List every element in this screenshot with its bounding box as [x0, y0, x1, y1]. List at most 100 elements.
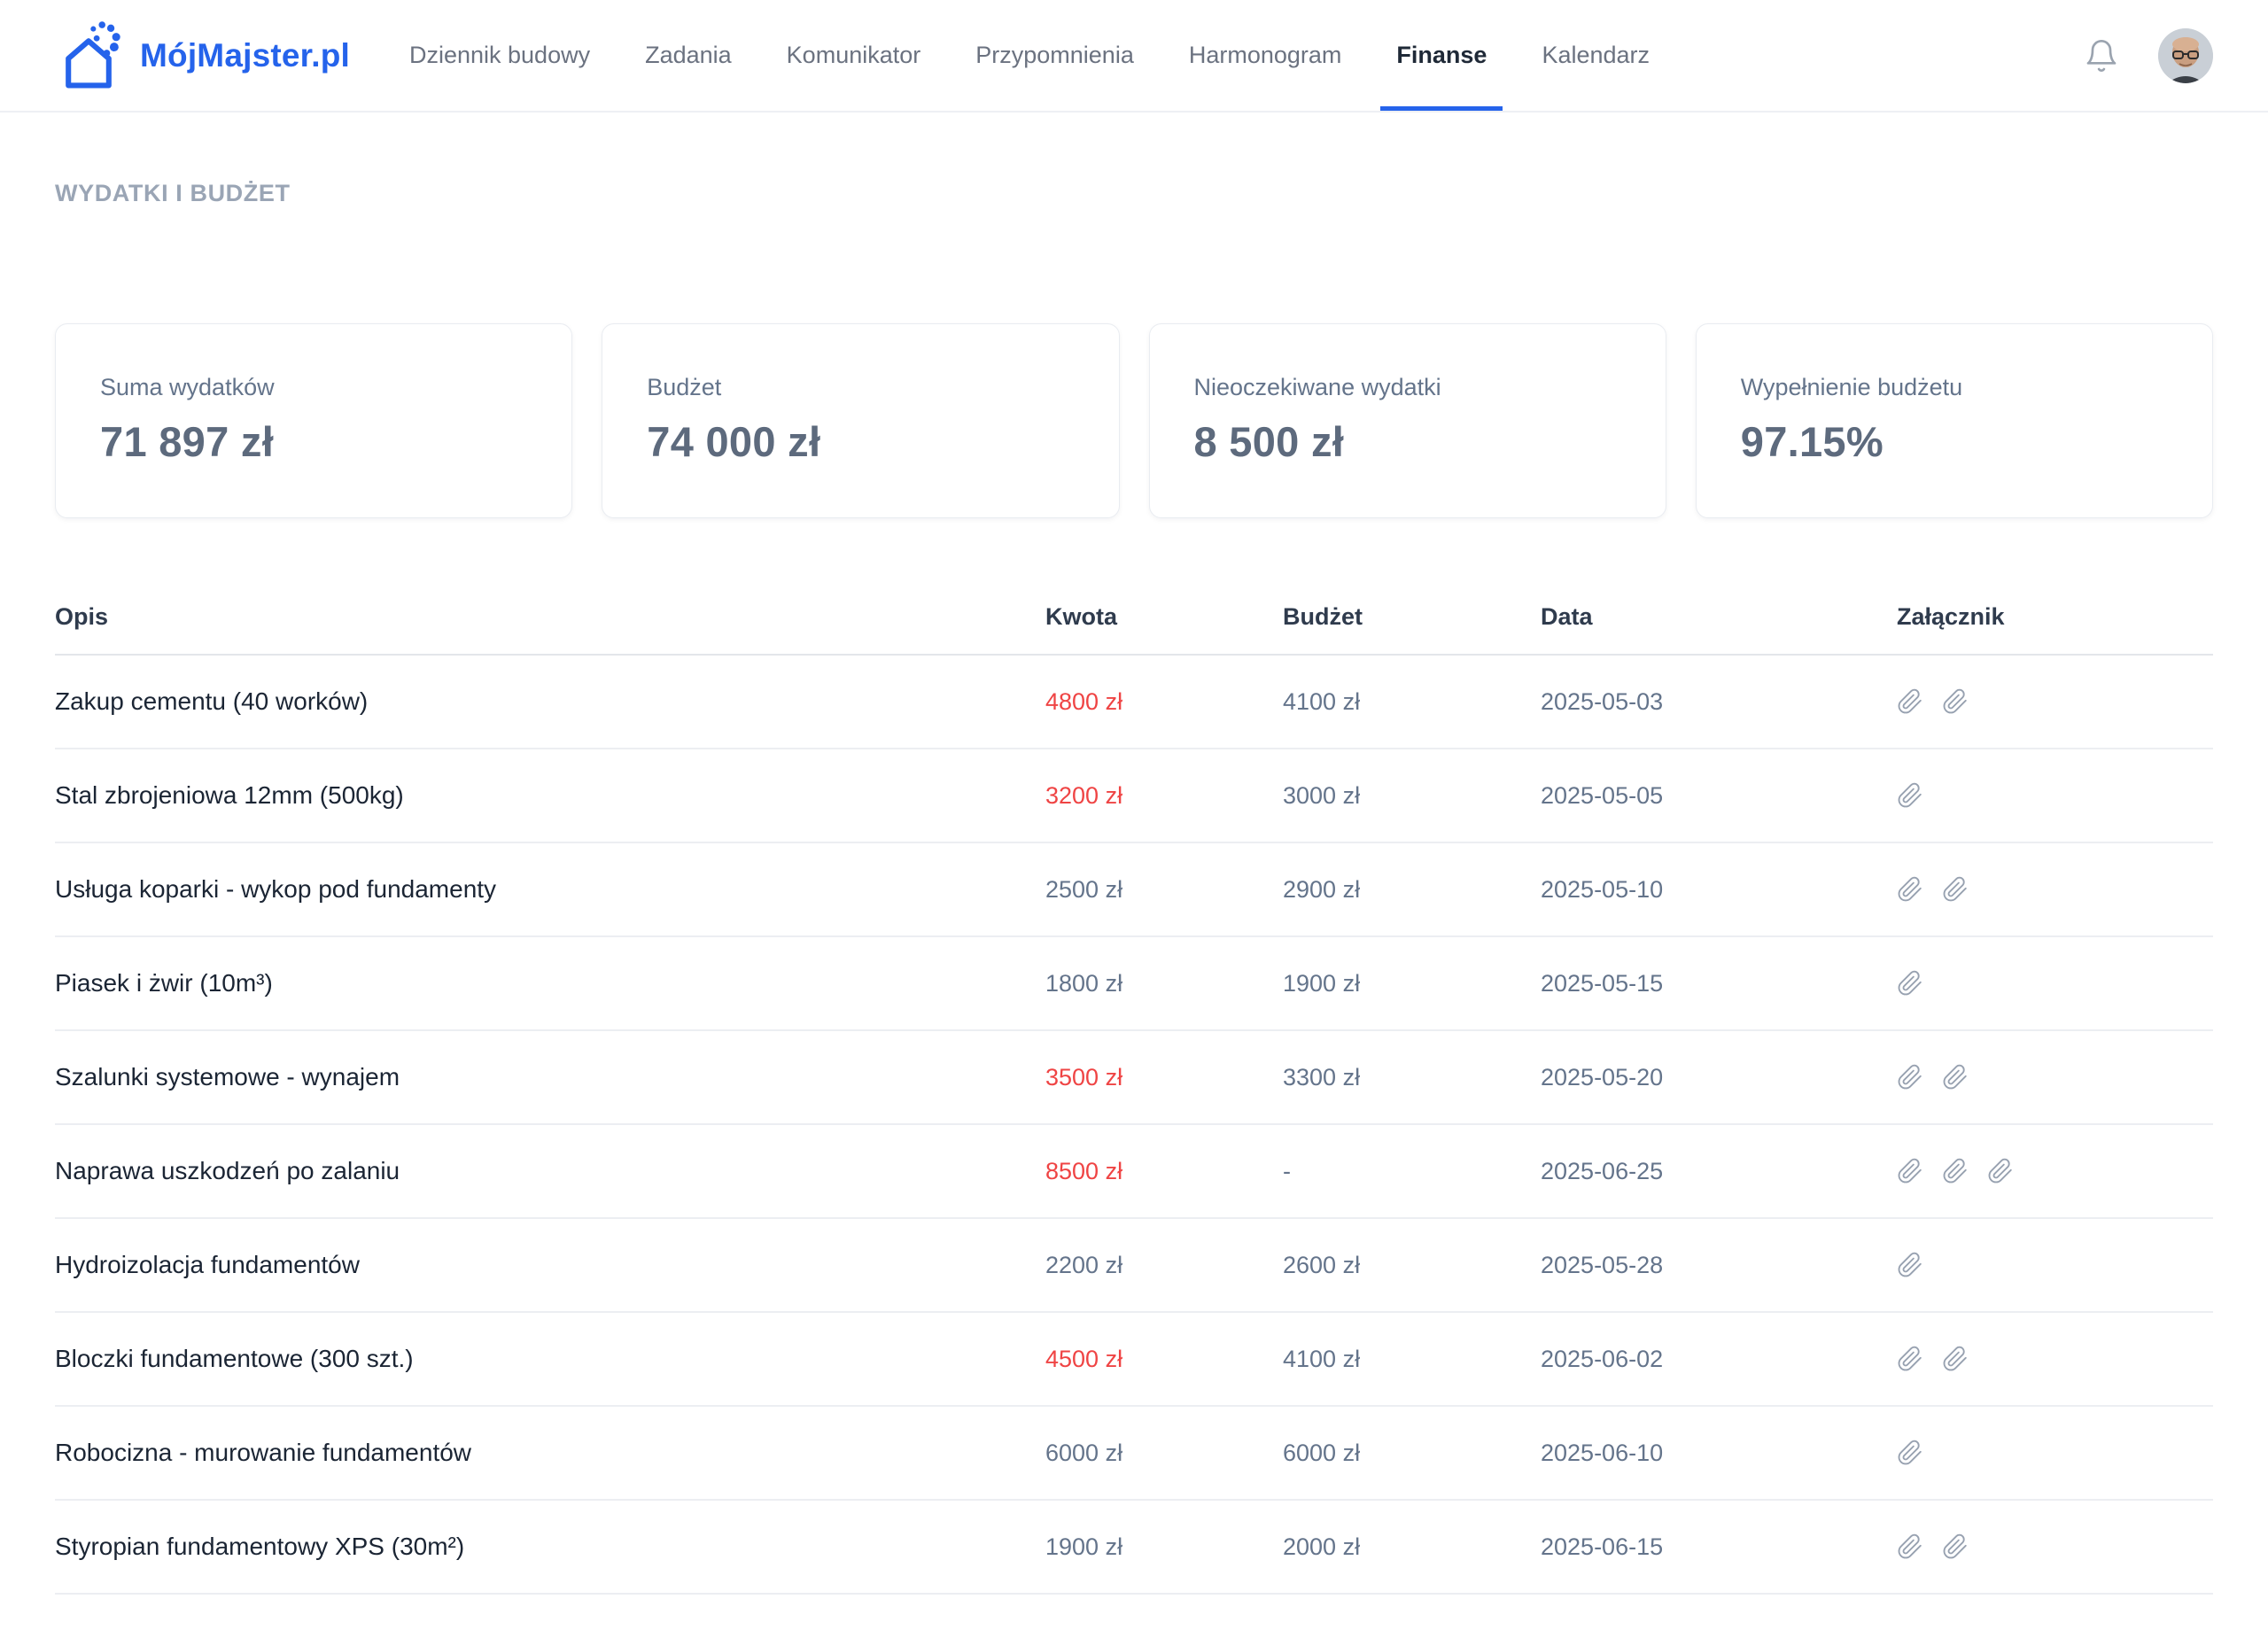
card-value: 97.15% — [1740, 418, 1884, 465]
table-body: Zakup cementu (40 worków) 4800 zł 4100 z… — [55, 656, 2213, 1595]
expense-description: Hydroizolacja fundamentów — [55, 1251, 360, 1278]
expense-description: Zakup cementu (40 worków) — [55, 687, 369, 715]
notification-bell-icon[interactable] — [2084, 37, 2119, 74]
table-header-row: Opis Kwota Budżet Data Załącznik — [55, 580, 2213, 656]
paperclip-icon[interactable] — [1897, 1533, 1923, 1560]
expense-budget: 4100 zł — [1283, 1345, 1361, 1372]
attachments-cell — [1897, 1440, 2213, 1466]
expense-amount: 6000 zł — [1045, 1439, 1123, 1466]
expense-description: Robocizna - murowanie fundamentów — [55, 1439, 472, 1466]
column-header-opis: Opis — [55, 603, 109, 630]
expense-amount: 3500 zł — [1045, 1063, 1123, 1091]
nav-item-dziennik-budowy[interactable]: Dziennik budowy — [408, 42, 591, 68]
paperclip-icon[interactable] — [1942, 1533, 1969, 1560]
paperclip-icon[interactable] — [1897, 1252, 1923, 1278]
card-value: 71 897 zł — [100, 418, 275, 465]
top-navigation-bar: MójMajster.pl Dziennik budowy Zadania Ko… — [0, 0, 2268, 113]
table-row: Stal zbrojeniowa 12mm (500kg) 3200 zł 30… — [55, 749, 2213, 843]
paperclip-icon[interactable] — [1897, 1346, 1923, 1372]
expense-description: Stal zbrojeniowa 12mm (500kg) — [55, 781, 404, 809]
expense-date: 2025-05-05 — [1541, 781, 1664, 809]
nav-item-komunikator[interactable]: Komunikator — [786, 42, 921, 68]
card-label: Nieoczekiwane wydatki — [1193, 374, 1441, 400]
expense-description: Naprawa uszkodzeń po zalaniu — [55, 1157, 400, 1184]
nav-item-finanse[interactable]: Finanse — [1380, 0, 1503, 111]
expense-budget: 2900 zł — [1283, 875, 1361, 903]
summary-card-nieoczekiwane-wydatki: Nieoczekiwane wydatki 8 500 zł — [1148, 323, 1666, 518]
expense-amount: 1900 zł — [1045, 1533, 1123, 1560]
paperclip-icon[interactable] — [1897, 876, 1923, 903]
attachments-cell — [1897, 1158, 2213, 1184]
expense-amount: 2200 zł — [1045, 1251, 1123, 1278]
attachments-cell — [1897, 1064, 2213, 1091]
paperclip-icon[interactable] — [1942, 876, 1969, 903]
card-label: Suma wydatków — [100, 374, 275, 400]
expense-amount: 3200 zł — [1045, 781, 1123, 809]
expense-description: Piasek i żwir (10m³) — [55, 969, 273, 997]
house-logo-icon — [55, 20, 122, 91]
attachments-cell — [1897, 970, 2213, 997]
expense-budget: 2600 zł — [1283, 1251, 1361, 1278]
expense-budget: 3000 zł — [1283, 781, 1361, 809]
paperclip-icon[interactable] — [1942, 1064, 1969, 1091]
expense-date: 2025-06-02 — [1541, 1345, 1664, 1372]
expense-date: 2025-06-10 — [1541, 1439, 1664, 1466]
table-row: Robocizna - murowanie fundamentów 6000 z… — [55, 1407, 2213, 1501]
nav-item-zadania[interactable]: Zadania — [645, 42, 732, 68]
card-label: Budżet — [647, 374, 722, 400]
expense-description: Styropian fundamentowy XPS (30m²) — [55, 1533, 465, 1560]
summary-card-suma-wydatkow: Suma wydatków 71 897 zł — [55, 323, 573, 518]
nav-item-harmonogram[interactable]: Harmonogram — [1188, 42, 1342, 68]
table-row: Usługa koparki - wykop pod fundamenty 25… — [55, 843, 2213, 937]
paperclip-icon[interactable] — [1897, 688, 1923, 715]
table-row: Szalunki systemowe - wynajem 3500 zł 330… — [55, 1031, 2213, 1125]
summary-card-budzet: Budżet 74 000 zł — [602, 323, 1120, 518]
expense-date: 2025-05-20 — [1541, 1063, 1664, 1091]
paperclip-icon[interactable] — [1942, 688, 1969, 715]
paperclip-icon[interactable] — [1897, 970, 1923, 997]
attachments-cell — [1897, 1533, 2213, 1560]
table-row: Hydroizolacja fundamentów 2200 zł 2600 z… — [55, 1219, 2213, 1313]
paperclip-icon[interactable] — [1897, 782, 1923, 809]
user-avatar[interactable] — [2158, 27, 2213, 83]
expense-budget: 4100 zł — [1283, 687, 1361, 715]
expense-budget: 6000 zł — [1283, 1439, 1361, 1466]
main-navigation: Dziennik budowy Zadania Komunikator Przy… — [382, 0, 1677, 111]
page-title: WYDATKI I BUDŻET — [55, 180, 291, 206]
expense-date: 2025-05-10 — [1541, 875, 1664, 903]
nav-item-kalendarz[interactable]: Kalendarz — [1542, 42, 1651, 68]
paperclip-icon[interactable] — [1987, 1158, 2014, 1184]
paperclip-icon[interactable] — [1942, 1158, 1969, 1184]
column-header-data: Data — [1541, 603, 1593, 630]
column-header-kwota: Kwota — [1045, 603, 1117, 630]
card-value: 8 500 zł — [1193, 418, 1345, 465]
column-header-zalacznik: Załącznik — [1897, 603, 2005, 630]
card-value: 74 000 zł — [647, 418, 821, 465]
expense-amount: 1800 zł — [1045, 969, 1123, 997]
expense-description: Usługa koparki - wykop pod fundamenty — [55, 875, 497, 903]
table-row: Piasek i żwir (10m³) 1800 zł 1900 zł 202… — [55, 937, 2213, 1031]
expense-budget: - — [1283, 1157, 1291, 1184]
expense-budget: 2000 zł — [1283, 1533, 1361, 1560]
table-row: Zakup cementu (40 worków) 4800 zł 4100 z… — [55, 656, 2213, 749]
expense-date: 2025-05-03 — [1541, 687, 1664, 715]
paperclip-icon[interactable] — [1897, 1064, 1923, 1091]
paperclip-icon[interactable] — [1897, 1158, 1923, 1184]
paperclip-icon[interactable] — [1897, 1440, 1923, 1466]
expense-amount: 8500 zł — [1045, 1157, 1123, 1184]
header-actions — [2084, 0, 2213, 111]
expense-date: 2025-05-15 — [1541, 969, 1664, 997]
expense-date: 2025-05-28 — [1541, 1251, 1664, 1278]
attachments-cell — [1897, 782, 2213, 809]
brand-logo[interactable]: MójMajster.pl — [55, 0, 350, 111]
expense-description: Szalunki systemowe - wynajem — [55, 1063, 400, 1091]
expense-budget: 3300 zł — [1283, 1063, 1361, 1091]
expense-amount: 4500 zł — [1045, 1345, 1123, 1372]
paperclip-icon[interactable] — [1942, 1346, 1969, 1372]
expense-date: 2025-06-25 — [1541, 1157, 1664, 1184]
nav-item-przypomnienia[interactable]: Przypomnienia — [975, 42, 1134, 68]
expense-date: 2025-06-15 — [1541, 1533, 1664, 1560]
column-header-budzet: Budżet — [1283, 603, 1363, 630]
table-row: Styropian fundamentowy XPS (30m²) 1900 z… — [55, 1501, 2213, 1595]
card-label: Wypełnienie budżetu — [1740, 374, 1963, 400]
